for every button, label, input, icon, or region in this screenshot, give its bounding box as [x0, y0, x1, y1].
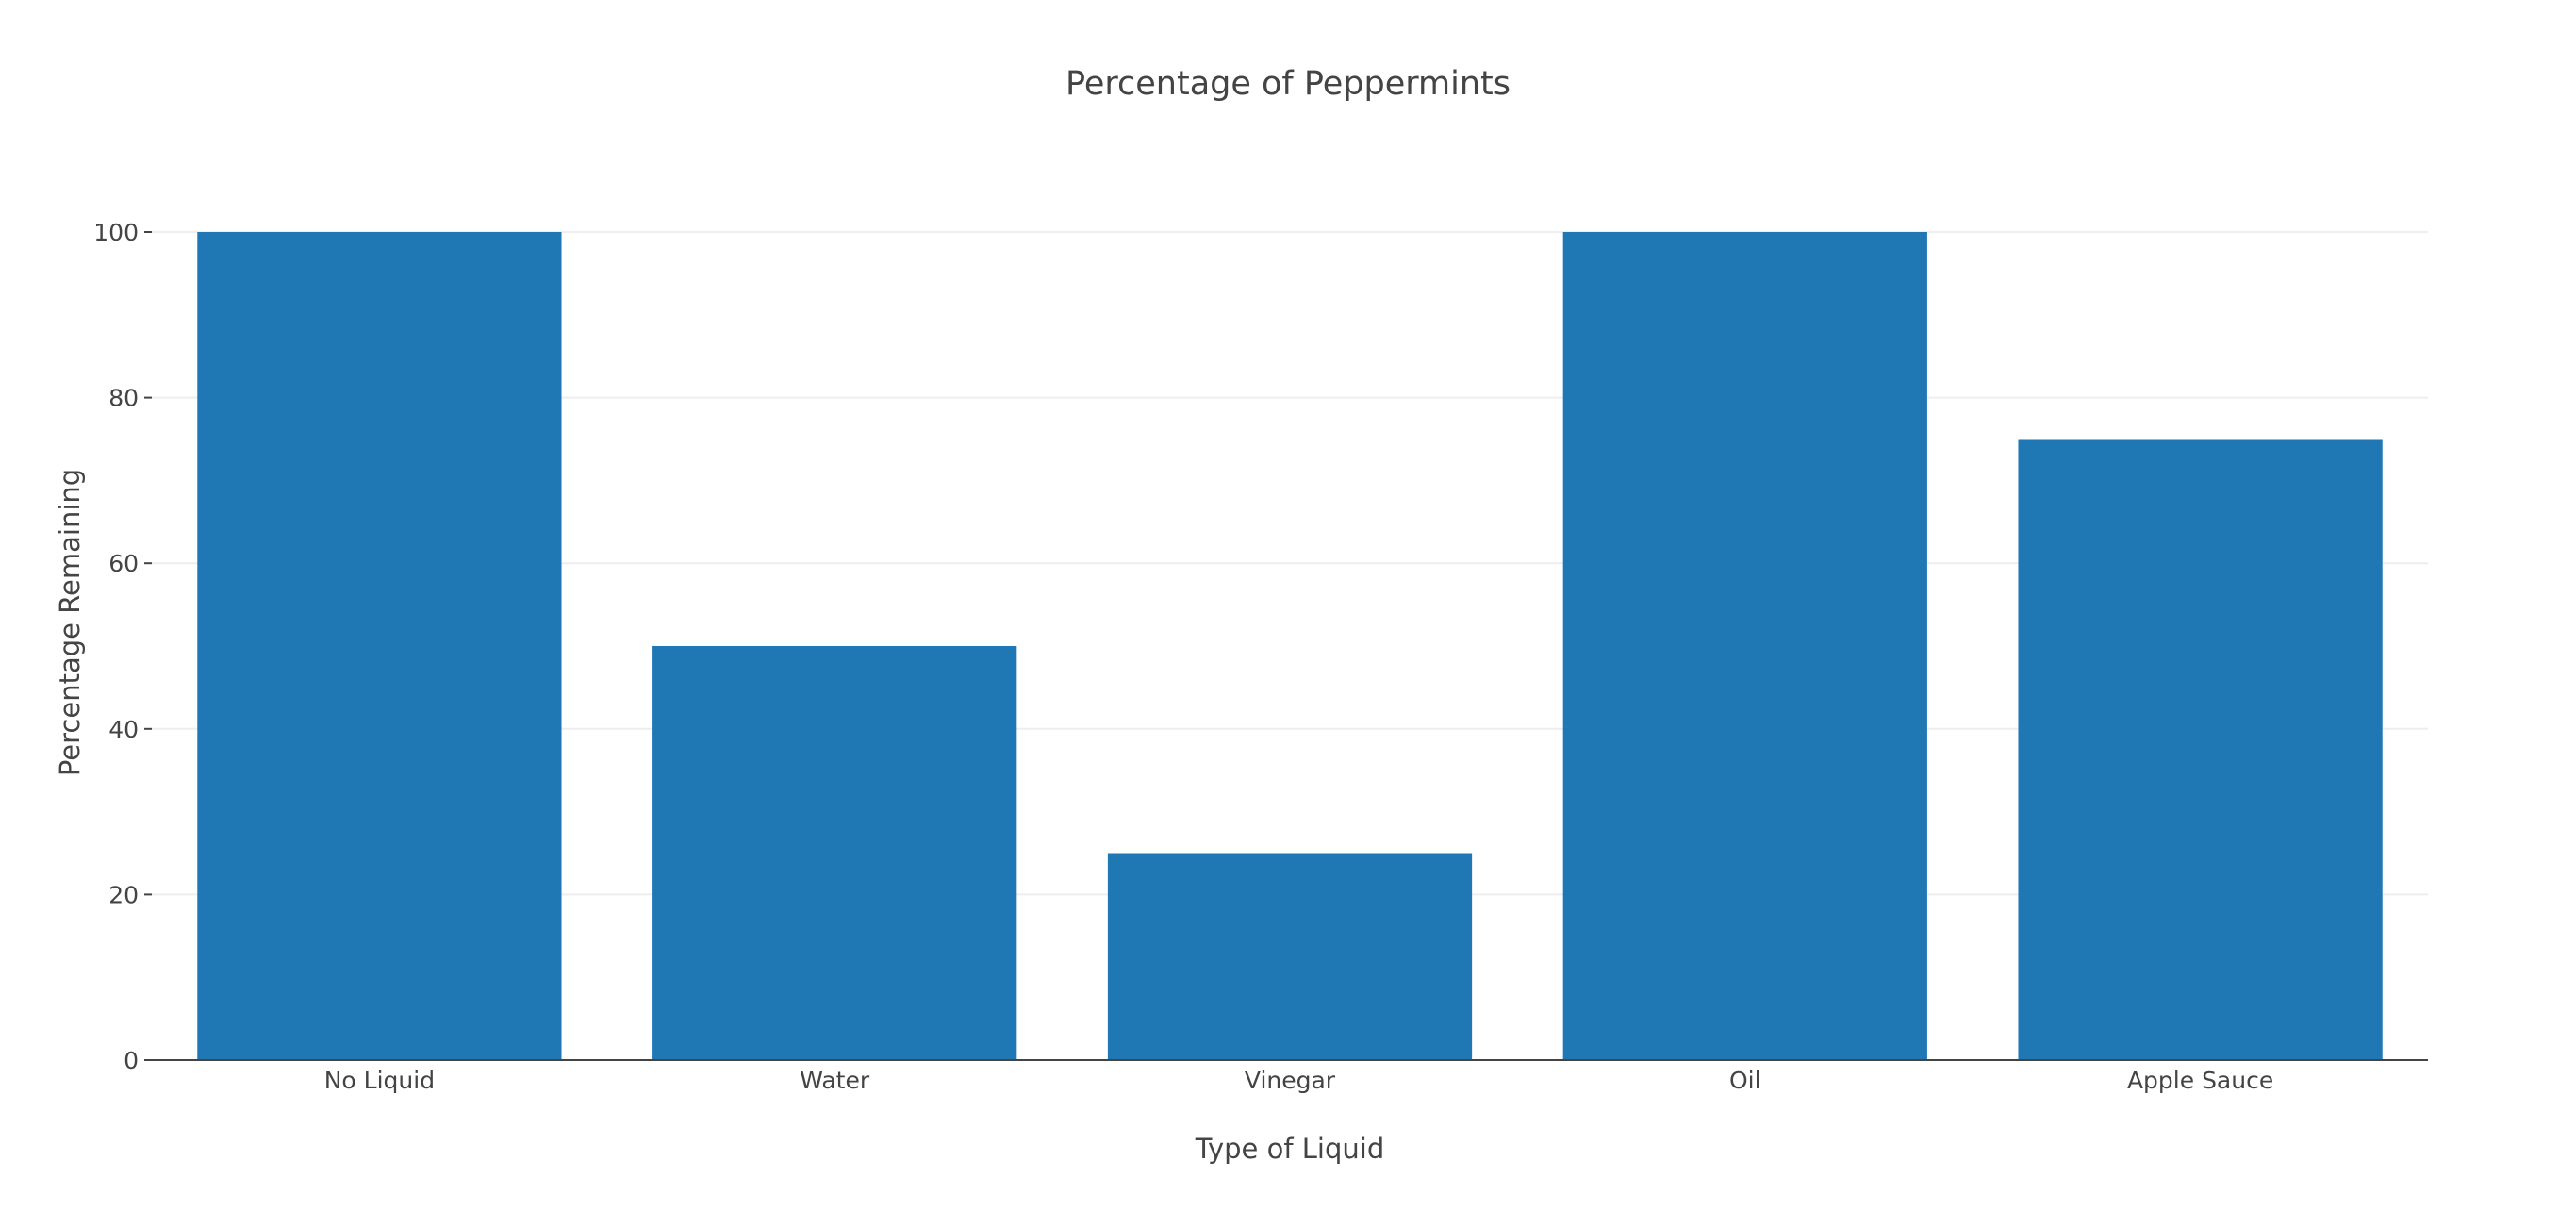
x-tick-label: Apple Sauce [2127, 1067, 2273, 1094]
y-tick-label: 60 [108, 550, 139, 577]
chart-title: Percentage of Peppermints [1065, 65, 1511, 103]
x-axis-title: Type of Liquid [1195, 1133, 1384, 1165]
bars [197, 232, 2383, 1060]
x-tick-label: Vinegar [1245, 1067, 1336, 1094]
x-tick-labels: No Liquid Water Vinegar Oil Apple Sauce [324, 1067, 2274, 1094]
bar [2018, 439, 2383, 1060]
y-tick-label: 40 [108, 716, 139, 743]
x-tick-label: No Liquid [324, 1067, 435, 1094]
bar [197, 232, 562, 1060]
y-tick-label: 100 [93, 219, 139, 246]
y-tick-label: 20 [108, 881, 139, 908]
y-tick-labels: 0 20 40 60 80 100 [93, 219, 152, 1074]
y-axis-title: Percentage Remaining [54, 469, 86, 776]
bar [652, 646, 1017, 1060]
y-tick-label: 0 [124, 1047, 139, 1074]
x-tick-label: Water [800, 1067, 870, 1094]
y-tick-label: 80 [108, 385, 139, 412]
x-tick-label: Oil [1729, 1067, 1761, 1094]
bar [1562, 232, 1927, 1060]
bar [1107, 853, 1473, 1060]
